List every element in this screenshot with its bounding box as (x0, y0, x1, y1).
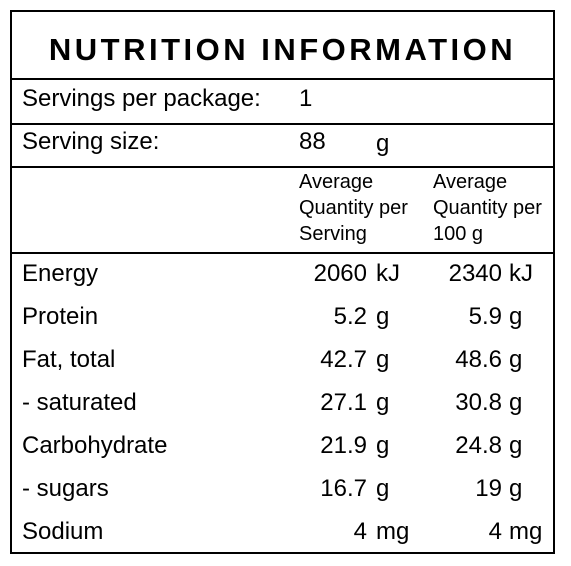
divider-title (12, 78, 553, 80)
column-header-line: Quantity per (299, 197, 408, 219)
fat-total-per-100g-unit: g (509, 346, 523, 373)
saturated-per-serving-unit: g (376, 389, 390, 416)
saturated-per-100g-unit: g (509, 389, 523, 416)
nutrient-label-saturated: - saturated (22, 389, 137, 416)
panel-title: NUTRITION INFORMATION (48, 32, 517, 67)
sugars-per-100g-unit: g (509, 475, 523, 502)
carbohydrate-per-100g-unit: g (509, 432, 523, 459)
carbohydrate-per-serving-unit: g (376, 432, 390, 459)
protein-per-serving-unit: g (376, 303, 390, 330)
column-header-line: 100 g (433, 223, 484, 245)
nutrient-label-sodium: Sodium (22, 518, 104, 545)
sugars-per-serving-unit: g (376, 475, 390, 502)
column-header-per-100g: Average Quantity per 100 g (433, 169, 542, 247)
divider-header (12, 252, 553, 254)
sodium-per-serving-unit: mg (376, 518, 410, 545)
protein-per-100g-unit: g (509, 303, 523, 330)
nutrient-label-carbohydrate: Carbohydrate (22, 432, 168, 459)
fat-total-per-serving-unit: g (376, 346, 390, 373)
servings-per-package-value: 1 (299, 85, 313, 112)
fat-total-per-100g: 48.6 (455, 346, 502, 373)
nutrient-label-energy: Energy (22, 260, 99, 287)
column-header-line: Quantity per (433, 197, 542, 219)
protein-per-serving: 5.2 (333, 303, 367, 330)
serving-size-unit: g (376, 130, 390, 157)
saturated-per-serving: 27.1 (320, 389, 367, 416)
divider-serving-size (12, 166, 553, 168)
sodium-per-100g-unit: mg (509, 518, 543, 545)
sugars-per-serving: 16.7 (320, 475, 367, 502)
energy-per-100g-unit: kJ (509, 260, 533, 287)
nutrition-panel: NUTRITION INFORMATION Servings per packa… (10, 10, 555, 554)
energy-per-serving: 2060 (313, 260, 367, 287)
servings-per-package-label: Servings per package: (22, 85, 261, 112)
energy-per-100g: 2340 (448, 260, 502, 287)
nutrient-label-protein: Protein (22, 303, 99, 330)
serving-size-value: 88 (299, 128, 326, 155)
divider-servings (12, 123, 553, 125)
carbohydrate-per-serving: 21.9 (320, 432, 367, 459)
serving-size-label: Serving size: (22, 128, 160, 155)
sodium-per-100g: 4 (488, 518, 502, 545)
column-header-line: Average (299, 171, 374, 193)
sugars-per-100g: 19 (475, 475, 502, 502)
column-header-per-serving: Average Quantity per Serving (299, 169, 408, 247)
fat-total-per-serving: 42.7 (320, 346, 367, 373)
carbohydrate-per-100g: 24.8 (455, 432, 502, 459)
saturated-per-100g: 30.8 (455, 389, 502, 416)
energy-per-serving-unit: kJ (376, 260, 400, 287)
protein-per-100g: 5.9 (468, 303, 502, 330)
nutrient-label-fat-total: Fat, total (22, 346, 116, 373)
nutrient-label-sugars: - sugars (22, 475, 109, 502)
column-header-line: Serving (299, 223, 367, 245)
sodium-per-serving: 4 (353, 518, 367, 545)
column-header-line: Average (433, 171, 508, 193)
